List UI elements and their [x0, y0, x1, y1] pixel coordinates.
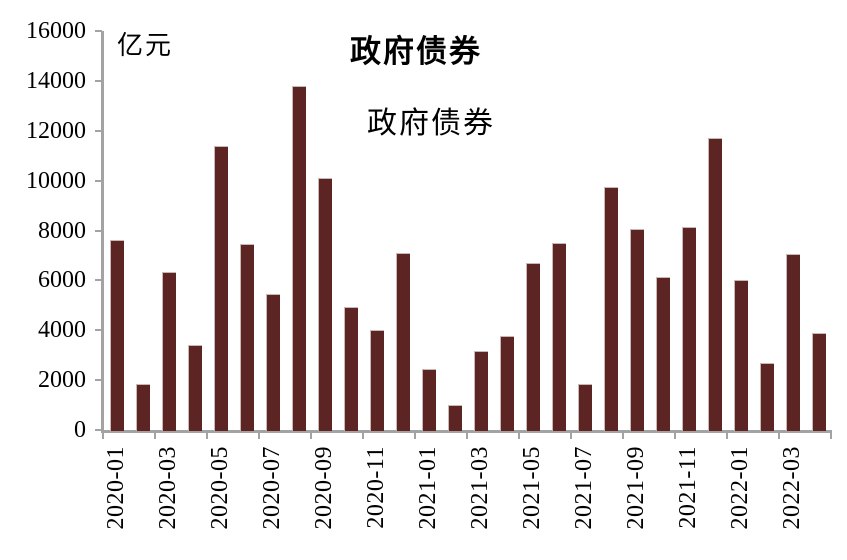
bar — [733, 280, 748, 431]
x-axis-tick — [466, 433, 468, 439]
x-tick-label: 2020-03 — [155, 446, 181, 530]
x-axis-tick — [830, 433, 832, 439]
x-axis-tick — [362, 433, 364, 439]
x-axis-tick — [414, 433, 416, 439]
y-tick-label: 16000 — [26, 18, 86, 44]
bar — [291, 86, 306, 431]
y-axis-tick — [95, 229, 102, 232]
bar — [655, 277, 670, 431]
bar — [525, 263, 540, 431]
x-tick-label: 2022-01 — [727, 446, 753, 530]
bar — [707, 138, 722, 431]
y-axis-line — [101, 31, 104, 433]
x-tick-label: 2021-07 — [571, 446, 597, 530]
x-axis-tick — [102, 433, 104, 439]
x-tick-label: 2021-11 — [675, 446, 701, 529]
bar — [447, 405, 462, 431]
x-tick-label: 2021-03 — [467, 446, 493, 530]
y-axis-unit-label: 亿元 — [117, 31, 174, 60]
x-axis-tick — [258, 433, 260, 439]
bar — [499, 336, 514, 431]
x-axis-tick — [726, 433, 728, 439]
bar — [811, 333, 826, 431]
y-axis-tick — [95, 429, 102, 431]
bar — [629, 229, 644, 431]
y-axis-tick — [95, 30, 102, 32]
legend: 政府债券 — [340, 98, 495, 142]
x-tick-label: 2021-01 — [415, 446, 441, 530]
bar — [213, 146, 228, 431]
x-axis-tick — [622, 433, 624, 439]
x-axis-tick — [310, 433, 312, 439]
y-axis-tick — [95, 79, 102, 82]
x-axis-tick — [570, 433, 572, 439]
x-axis-tick — [518, 433, 520, 439]
bar — [759, 363, 774, 431]
bar — [135, 384, 150, 431]
bar — [109, 240, 124, 431]
y-axis-tick — [95, 279, 102, 282]
x-tick-label: 2020-07 — [259, 446, 285, 530]
y-axis-tick — [95, 379, 102, 382]
x-tick-label: 2020-01 — [103, 446, 129, 530]
x-tick-label: 2022-03 — [779, 446, 805, 530]
y-tick-label: 2000 — [38, 367, 86, 394]
y-axis-tick — [95, 179, 102, 182]
bar — [473, 351, 488, 431]
y-tick-label: 12000 — [26, 117, 86, 144]
x-axis-tick — [206, 433, 208, 439]
x-tick-label: 2020-11 — [363, 446, 389, 529]
legend-swatch-icon — [340, 113, 359, 132]
y-tick-label: 6000 — [38, 267, 86, 294]
bar — [785, 254, 800, 431]
y-tick-label: 0 — [74, 417, 86, 443]
chart-title: 政府债券 — [350, 34, 482, 69]
bar — [265, 294, 280, 431]
bar — [187, 345, 202, 431]
x-tick-label: 2021-09 — [623, 446, 649, 530]
y-tick-label: 10000 — [26, 167, 86, 194]
bar — [369, 330, 384, 431]
x-axis-tick — [778, 433, 780, 439]
bar — [681, 227, 696, 431]
bar — [577, 384, 592, 431]
bar — [395, 253, 410, 431]
bar — [421, 369, 436, 431]
bar — [603, 187, 618, 431]
y-tick-label: 8000 — [38, 217, 86, 244]
x-axis-tick — [154, 433, 156, 439]
x-axis-tick — [674, 433, 676, 439]
y-tick-label: 14000 — [26, 67, 86, 94]
bar — [239, 244, 254, 431]
y-tick-label: 4000 — [38, 317, 86, 344]
x-tick-label: 2020-05 — [207, 446, 233, 530]
bar — [317, 178, 332, 431]
legend-label: 政府债券 — [367, 107, 495, 140]
x-tick-label: 2021-05 — [519, 446, 545, 530]
bar — [551, 243, 566, 431]
y-axis-tick — [95, 329, 102, 332]
x-axis-line — [101, 430, 832, 433]
x-tick-label: 2020-09 — [311, 446, 337, 530]
y-axis-tick — [95, 129, 102, 132]
bar — [343, 307, 358, 431]
bar — [161, 272, 176, 431]
